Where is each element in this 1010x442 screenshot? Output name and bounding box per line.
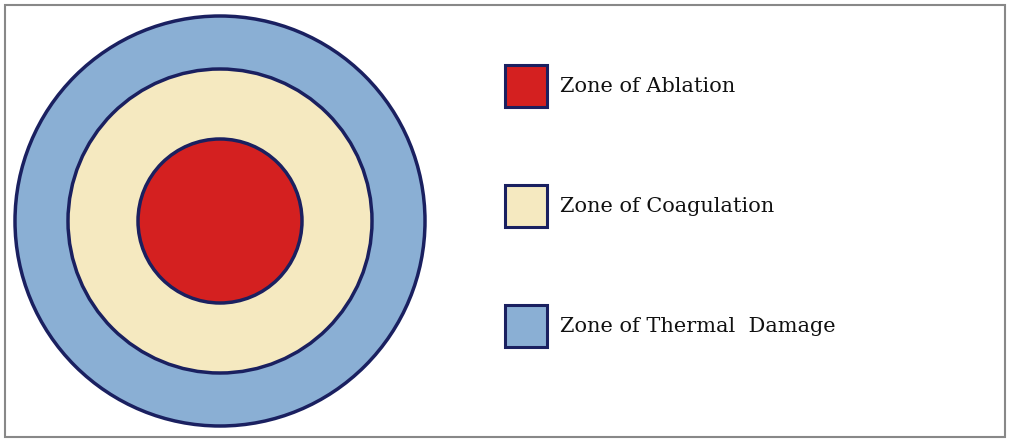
FancyBboxPatch shape [505, 305, 547, 347]
Ellipse shape [15, 16, 425, 426]
FancyBboxPatch shape [505, 185, 547, 227]
Text: Zone of Thermal  Damage: Zone of Thermal Damage [560, 316, 835, 335]
Text: Zone of Ablation: Zone of Ablation [560, 76, 735, 95]
Ellipse shape [138, 139, 302, 303]
Ellipse shape [68, 69, 372, 373]
Text: Zone of Coagulation: Zone of Coagulation [560, 197, 775, 216]
FancyBboxPatch shape [505, 65, 547, 107]
